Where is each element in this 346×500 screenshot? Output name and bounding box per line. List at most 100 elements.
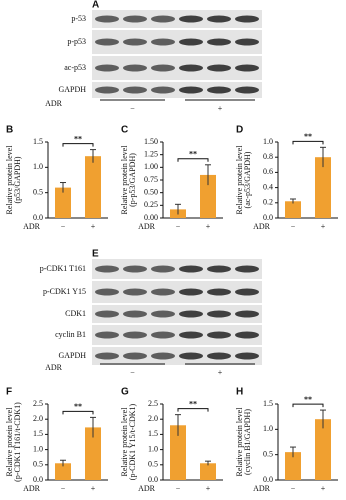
blot-band (235, 288, 259, 296)
blot-band (151, 331, 175, 339)
blot-band (235, 352, 259, 360)
y-tick-label: 0.0 (263, 213, 273, 222)
significance-label: ** (189, 150, 197, 159)
y-axis-label: Relative protein level (120, 407, 129, 477)
blot-band (179, 265, 203, 273)
y-tick-label: 0.8 (263, 152, 273, 161)
blot-band (151, 265, 175, 273)
y-axis-label: Relative protein level (120, 145, 129, 215)
blot-band (179, 310, 203, 318)
blot-band (235, 38, 259, 46)
blot-strip (92, 10, 262, 28)
panel-label: A (92, 0, 99, 11)
blot-band (235, 15, 259, 23)
blot-band (95, 265, 119, 273)
blot-band (179, 288, 203, 296)
blot-band (95, 288, 119, 296)
y-tick-label: 1.0 (263, 424, 273, 433)
blot-row-label: cyclin B1 (55, 330, 86, 339)
blot-band (95, 64, 119, 72)
bar (200, 463, 216, 480)
blot-band (95, 38, 119, 46)
y-tick-label: 0.5 (33, 460, 43, 469)
blot-band (151, 310, 175, 318)
blot-strip (92, 82, 262, 98)
blot-strip (92, 347, 262, 365)
bar (285, 201, 301, 218)
blot-row-label: p-53 (71, 14, 86, 23)
blot-band (123, 265, 147, 273)
blot-band (179, 64, 203, 72)
blot-band (207, 331, 231, 339)
blot-row-label: GAPDH (58, 85, 86, 94)
y-tick-label: 0.6 (263, 167, 273, 176)
blot-row-label: GAPDH (58, 351, 86, 360)
x-tick-label: − (61, 222, 66, 231)
y-tick-label: 0.25 (144, 200, 158, 209)
blot-row-label: p-CDK1 T161 (40, 264, 86, 273)
y-axis-label: (p-p53/GAPDH) (128, 153, 137, 207)
x-tick-label: + (206, 484, 211, 493)
x-axis-label: ADR (23, 484, 41, 493)
y-axis-label: Relative protein level (235, 407, 244, 477)
blot-band (179, 15, 203, 23)
blot-row-label: p-p53 (67, 37, 86, 46)
y-tick-label: 0.4 (263, 182, 273, 191)
panel-label: C (121, 125, 128, 136)
y-tick-label: 0.0 (148, 475, 158, 484)
blot-band (123, 38, 147, 46)
x-tick-label: + (321, 484, 326, 493)
bar (200, 174, 216, 218)
blot-band (151, 352, 175, 360)
y-tick-label: 0.50 (144, 187, 158, 196)
blot-band (235, 331, 259, 339)
blot-strip (92, 30, 262, 54)
panel-label: E (92, 249, 99, 260)
significance-bracket (62, 410, 94, 415)
bar (85, 156, 101, 218)
blot-band (123, 331, 147, 339)
blot-band (207, 288, 231, 296)
blot-strip (92, 325, 262, 345)
group-label: + (218, 104, 223, 113)
bar (85, 427, 101, 480)
blot-band (95, 331, 119, 339)
blot-band (207, 265, 231, 273)
blot-strip (92, 305, 262, 323)
blot-band (179, 352, 203, 360)
y-tick-label: 1.0 (33, 444, 43, 453)
blot-band (235, 64, 259, 72)
y-tick-label: 0.0 (33, 475, 43, 484)
bar (315, 419, 331, 480)
blot-band (179, 38, 203, 46)
y-tick-label: 0.2 (263, 198, 273, 207)
x-axis-label: ADR (138, 484, 156, 493)
blot-strip (92, 56, 262, 80)
panel-label: G (121, 387, 129, 398)
significance-label: ** (74, 402, 82, 411)
y-tick-label: 1.5 (33, 429, 43, 438)
blot-band (179, 331, 203, 339)
group-label: + (218, 368, 223, 377)
x-axis-label: ADR (23, 222, 41, 231)
blot-band (123, 15, 147, 23)
y-axis-label: Relative protein level (5, 407, 14, 477)
significance-bracket (292, 140, 324, 145)
x-axis-label: ADR (138, 222, 156, 231)
significance-label: ** (74, 134, 82, 143)
y-tick-label: 1.5 (33, 137, 43, 146)
y-axis-label: Relative protein level (5, 145, 14, 215)
bar (55, 187, 71, 218)
significance-bracket (177, 408, 209, 412)
y-tick-label: 1.25 (144, 149, 158, 158)
y-axis-label: (ac-p53/GAPDH) (243, 151, 252, 208)
blot-band (235, 265, 259, 273)
significance-label: ** (304, 395, 312, 404)
group-label: − (130, 104, 135, 113)
blot-band (207, 310, 231, 318)
y-axis-label: (cyclin B1/GAPDH) (243, 409, 252, 475)
significance-bracket (177, 158, 209, 162)
panel-label: F (6, 387, 12, 398)
